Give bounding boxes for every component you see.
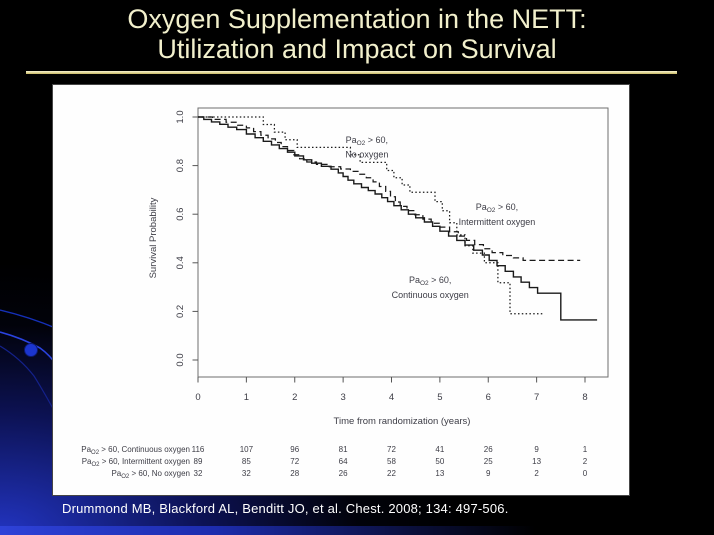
- x-tick-label: 0: [195, 392, 200, 403]
- series-no-oxygen: [198, 116, 544, 315]
- y-tick-label: 0.4: [175, 256, 186, 269]
- risk-count: 64: [339, 457, 348, 466]
- risk-count: 1: [583, 445, 588, 454]
- y-axis-title: Survival Probability: [148, 197, 159, 278]
- risk-table: PaO2 > 60, Continuous oxygen 116 107 96 81 72…: [81, 445, 588, 480]
- risk-count: 25: [484, 457, 493, 466]
- y-tick-label: 0.8: [175, 159, 186, 172]
- series-label-continuous-oxygen: PaO2 > 60,: [409, 275, 451, 287]
- slide-title-line-1: Oxygen Supplementation in the NETT:: [127, 4, 587, 34]
- risk-count: 107: [240, 445, 254, 454]
- series-label2-no-oxygen: No oxygen: [345, 150, 388, 160]
- x-tick-label: 3: [340, 392, 345, 403]
- swoosh-line-1: [0, 309, 59, 330]
- risk-count: 9: [486, 469, 491, 478]
- decor-dot: [24, 343, 38, 357]
- series-continuous-oxygen: [198, 116, 598, 321]
- risk-count: 72: [290, 457, 299, 466]
- x-axis: 0 1 2 3 4 5 6 7 8 Time from randomization (years): [195, 377, 588, 427]
- swoosh-decoration: [0, 309, 59, 415]
- risk-count: 13: [532, 457, 541, 466]
- x-tick-label: 4: [389, 392, 394, 403]
- risk-count: 58: [387, 457, 396, 466]
- y-tick-label: 0.0: [175, 353, 186, 366]
- citation: Drummond MB, Blackford AL, Benditt JO, e…: [62, 501, 509, 516]
- y-tick-label: 0.6: [175, 208, 186, 221]
- figure-panel: 0 1 2 3 4 5 6 7 8 Time from randomization (years)…: [52, 84, 630, 496]
- survival-figure: 0 1 2 3 4 5 6 7 8 Time from randomization (years)…: [81, 107, 609, 480]
- series-label-intermittent-oxygen: PaO2 > 60,: [476, 202, 518, 214]
- x-axis-title: Time from randomization (years): [334, 416, 471, 427]
- risk-count: 89: [194, 457, 203, 466]
- risk-count: 28: [290, 469, 299, 478]
- x-tick-label: 5: [437, 392, 442, 403]
- risk-count: 96: [290, 445, 299, 454]
- risk-count: 32: [242, 469, 251, 478]
- risk-count: 2: [583, 457, 588, 466]
- risk-count: 22: [387, 469, 396, 478]
- slide-title: Oxygen Supplementation in the NETT: Util…: [0, 4, 714, 64]
- risk-row-label: PaO2 > 60, Continuous oxygen: [81, 445, 190, 456]
- risk-row-label: PaO2 > 60, Intermittent oxygen: [82, 457, 190, 468]
- risk-count: 13: [435, 469, 444, 478]
- series-label2-intermittent-oxygen: Intermittent oxygen: [459, 217, 536, 227]
- y-tick-label: 0.2: [175, 305, 186, 318]
- bottom-accent-bar: [0, 526, 714, 535]
- risk-count: 9: [534, 445, 539, 454]
- series-intermittent-oxygen: [198, 116, 581, 262]
- risk-count: 41: [435, 445, 444, 454]
- plot-border: [197, 107, 609, 378]
- risk-row-label: PaO2 > 60, No oxygen: [111, 469, 190, 480]
- x-tick-label: 8: [582, 392, 587, 403]
- series-label-no-oxygen: PaO2 > 60,: [346, 135, 388, 147]
- risk-count: 50: [435, 457, 444, 466]
- swoosh-line-3: [0, 345, 57, 415]
- series-label2-continuous-oxygen: Continuous oxygen: [392, 290, 469, 300]
- risk-count: 116: [192, 445, 205, 454]
- y-tick-label: 1.0: [175, 110, 186, 123]
- y-axis: 0.0 0.2 0.4 0.6 0.8 1.0 Survival Probability: [148, 110, 198, 367]
- x-tick-label: 6: [486, 392, 491, 403]
- risk-count: 2: [534, 469, 539, 478]
- x-tick-label: 7: [534, 392, 539, 403]
- risk-count: 32: [194, 469, 203, 478]
- risk-count: 26: [484, 445, 493, 454]
- x-tick-label: 2: [292, 392, 297, 403]
- risk-count: 26: [339, 469, 348, 478]
- risk-count: 72: [387, 445, 396, 454]
- risk-count: 81: [339, 445, 348, 454]
- title-underline: [26, 71, 677, 74]
- risk-count: 85: [242, 457, 251, 466]
- slide-title-line-2: Utilization and Impact on Survival: [157, 34, 557, 64]
- risk-count: 0: [583, 469, 588, 478]
- x-tick-label: 1: [244, 392, 249, 403]
